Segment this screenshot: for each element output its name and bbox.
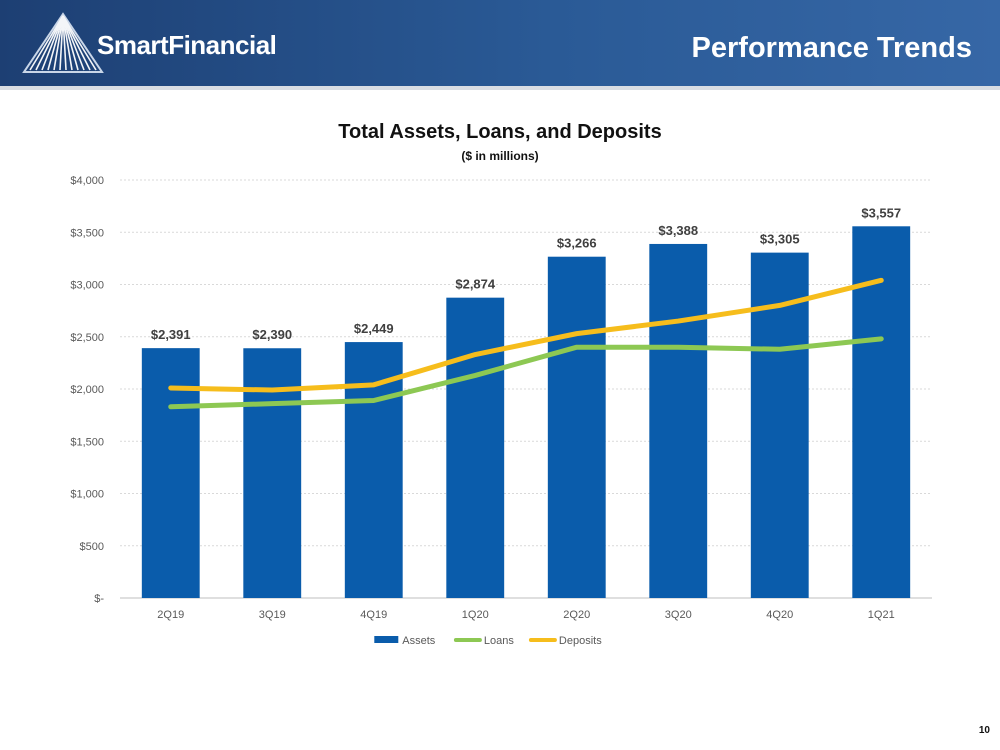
chart-subtitle: ($ in millions) [461, 149, 539, 163]
line-deposits [168, 277, 884, 393]
page-number: 10 [978, 725, 990, 736]
combo-chart: $- $500 $1,000 $1,500 $2,000 $2,500 $3,000 $3,5… [70, 175, 932, 647]
data-label-assets: $2,449 [354, 321, 394, 336]
x-tick-label: 4Q20 [766, 609, 793, 621]
y-tick-label: $1,500 [70, 436, 104, 448]
y-tick-label: $3,000 [70, 280, 104, 292]
y-tick-label: $- [94, 593, 104, 605]
x-tick-label: 2Q19 [157, 609, 184, 621]
bar-assets [649, 243, 708, 599]
line-loans [168, 336, 884, 410]
legend-label-loans: Loans [484, 635, 514, 647]
x-tick-label: 2Q20 [563, 609, 590, 621]
data-label-assets: $3,266 [557, 236, 597, 251]
data-label-assets: $2,391 [151, 327, 191, 342]
header-bar: SmartFinancial Performance Trends [0, 0, 1000, 86]
y-tick-label: $2,500 [70, 332, 104, 344]
data-label-assets: $2,874 [455, 277, 496, 292]
brand-name: SmartFinancial [97, 30, 277, 60]
bar-assets [243, 348, 302, 598]
x-tick-label: 1Q20 [462, 609, 489, 621]
x-tick-label: 4Q19 [360, 609, 387, 621]
data-label-assets: $3,557 [861, 205, 901, 220]
page-title: Performance Trends [691, 32, 972, 64]
legend-label-deposits: Deposits [559, 635, 602, 647]
y-tick-label: $3,500 [70, 227, 104, 239]
data-label-assets: $3,388 [658, 223, 698, 238]
data-label-assets: $3,305 [760, 232, 800, 247]
y-tick-label: $500 [80, 541, 104, 553]
x-tick-label: 3Q19 [259, 609, 286, 621]
y-tick-label: $4,000 [70, 175, 104, 187]
y-tick-label: $2,000 [70, 384, 104, 396]
data-label-assets: $2,390 [252, 327, 292, 342]
header-divider [0, 86, 1000, 90]
legend-label-assets: Assets [402, 635, 436, 647]
chart-title: Total Assets, Loans, and Deposits [338, 121, 662, 143]
legend-swatch-assets [374, 636, 399, 643]
bar-assets [852, 226, 911, 598]
x-tick-label: 3Q20 [665, 609, 692, 621]
x-tick-label: 1Q21 [868, 609, 895, 621]
bar-assets [547, 256, 606, 598]
sunburst-pyramid-logo-icon [22, 12, 104, 73]
y-tick-label: $1,000 [70, 489, 104, 501]
bar-assets [446, 297, 505, 598]
